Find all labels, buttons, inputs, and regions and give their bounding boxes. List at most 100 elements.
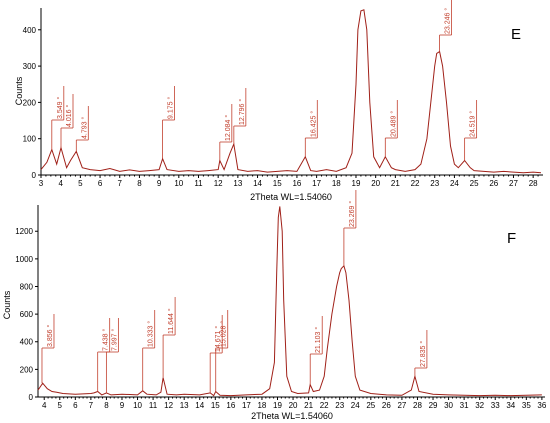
x-tick-label-e: 12 [214, 179, 223, 188]
y-tick-label-e: 300 [23, 62, 37, 71]
x-tick-label-e: 7 [118, 179, 123, 188]
x-tick-label-e: 4 [58, 179, 63, 188]
x-tick-label-f: 12 [164, 401, 173, 410]
x-tick-label-f: 26 [382, 401, 391, 410]
y-tick-label-f: 1000 [15, 255, 33, 264]
peak-label: 10.333 ° [147, 321, 155, 347]
peak-label: 11.644 ° [167, 308, 175, 334]
x-tick-label-f: 16 [226, 401, 235, 410]
x-tick-label-f: 33 [491, 401, 500, 410]
x-tick-label-f: 29 [429, 401, 438, 410]
panel-label-e: E [511, 26, 521, 43]
x-tick-label-e: 19 [352, 179, 361, 188]
x-tick-label-e: 6 [98, 179, 103, 188]
x-tick-label-e: 28 [529, 179, 538, 188]
y-tick-label-e: 400 [23, 26, 37, 35]
x-tick-label-f: 32 [475, 401, 484, 410]
peak-label: 24.519 ° [469, 111, 477, 137]
peak-label: 27.835 ° [419, 341, 427, 367]
x-tick-label-f: 27 [397, 401, 406, 410]
x-tick-label-f: 19 [273, 401, 282, 410]
peak-label: 3.549 ° [56, 97, 64, 119]
x-tick-label-f: 36 [537, 401, 546, 410]
peak-label: 14.671 ° [214, 326, 222, 352]
x-tick-label-f: 20 [289, 401, 298, 410]
x-tick-label-e: 9 [157, 179, 162, 188]
x-tick-label-f: 11 [149, 401, 158, 410]
y-tick-label-f: 200 [20, 365, 34, 374]
peak-label: 21.103 ° [314, 327, 322, 353]
peak-label: 4.016 ° [65, 105, 73, 127]
x-tick-label-f: 6 [73, 401, 78, 410]
x-tick-label-f: 24 [351, 401, 360, 410]
y-axis-label-e: Counts [14, 76, 24, 105]
x-tick-label-e: 10 [174, 179, 183, 188]
x-tick-label-e: 14 [253, 179, 262, 188]
x-tick-label-e: 25 [470, 179, 479, 188]
peak-label: 4.793 ° [80, 117, 88, 139]
x-tick-label-e: 15 [273, 179, 282, 188]
peak-label: 12.796 ° [238, 99, 246, 125]
x-tick-label-e: 26 [489, 179, 498, 188]
y-tick-label-e: 200 [23, 98, 37, 107]
x-tick-label-f: 35 [522, 401, 531, 410]
x-tick-label-f: 30 [444, 401, 453, 410]
y-tick-label-f: 800 [20, 282, 34, 291]
x-tick-label-e: 23 [430, 179, 439, 188]
xrd-trace-e [40, 9, 542, 174]
y-tick-label-e: 0 [32, 171, 37, 180]
x-axis-label-f: 2Theta WL=1.54060 [251, 411, 333, 421]
x-tick-label-e: 20 [371, 179, 380, 188]
x-tick-label-f: 25 [366, 401, 375, 410]
x-tick-label-e: 3 [39, 179, 44, 188]
peak-label: 23.269 ° [348, 201, 356, 227]
x-tick-label-f: 21 [304, 401, 313, 410]
x-tick-label-f: 4 [42, 401, 47, 410]
y-tick-label-f: 0 [29, 393, 34, 402]
peak-label: 9.175 ° [167, 97, 175, 119]
y-tick-label-f: 600 [20, 310, 34, 319]
y-tick-label-e: 100 [23, 135, 37, 144]
x-tick-label-e: 13 [233, 179, 242, 188]
peak-label: 16.425 ° [309, 111, 317, 137]
x-tick-label-e: 5 [78, 179, 83, 188]
x-tick-label-f: 28 [413, 401, 422, 410]
x-tick-label-e: 18 [332, 179, 341, 188]
x-tick-label-f: 22 [320, 401, 329, 410]
y-axis-label-f: Counts [2, 290, 12, 319]
x-tick-label-e: 22 [411, 179, 420, 188]
x-tick-label-e: 24 [450, 179, 459, 188]
x-tick-label-f: 17 [242, 401, 251, 410]
xrd-panel-f: F Counts 2Theta WL=1.54060 4 5 6 7 8 9 10 11 12 1… [2, 190, 547, 421]
x-tick-label-e: 8 [137, 179, 142, 188]
x-tick-label-f: 7 [89, 401, 94, 410]
peak-label: 20.489 ° [389, 111, 397, 137]
peak-label: 12.084 ° [224, 115, 232, 141]
y-tick-label-f: 400 [20, 338, 34, 347]
peak-label: 15.028 ° [220, 321, 228, 347]
panel-label-f: F [507, 230, 516, 247]
x-tick-label-e: 17 [312, 179, 321, 188]
x-tick-label-f: 9 [120, 401, 125, 410]
x-tick-label-f: 5 [58, 401, 63, 410]
x-tick-label-e: 11 [194, 179, 203, 188]
peak-label: 23.246 ° [444, 8, 452, 34]
xrd-panel-e: E Counts 2Theta WL=1.54060 3 4 5 6 7 8 9 10 11 12… [14, 0, 543, 202]
x-tick-label-f: 34 [506, 401, 515, 410]
peak-label: 3.856 ° [46, 325, 54, 347]
x-tick-label-e: 16 [292, 179, 301, 188]
peak-label: 7.438 ° [102, 329, 110, 351]
x-axis-label-e: 2Theta WL=1.54060 [250, 192, 332, 202]
x-tick-label-f: 18 [257, 401, 266, 410]
x-tick-label-f: 8 [104, 401, 109, 410]
y-tick-label-f: 1200 [15, 227, 33, 236]
x-tick-label-f: 15 [211, 401, 220, 410]
x-tick-label-e: 21 [391, 179, 400, 188]
x-tick-label-f: 10 [133, 401, 142, 410]
x-tick-label-f: 23 [335, 401, 344, 410]
x-tick-label-e: 27 [509, 179, 518, 188]
peak-label: 7.997 ° [110, 329, 118, 351]
xrd-trace-f [37, 206, 542, 397]
x-tick-label-f: 31 [460, 401, 469, 410]
